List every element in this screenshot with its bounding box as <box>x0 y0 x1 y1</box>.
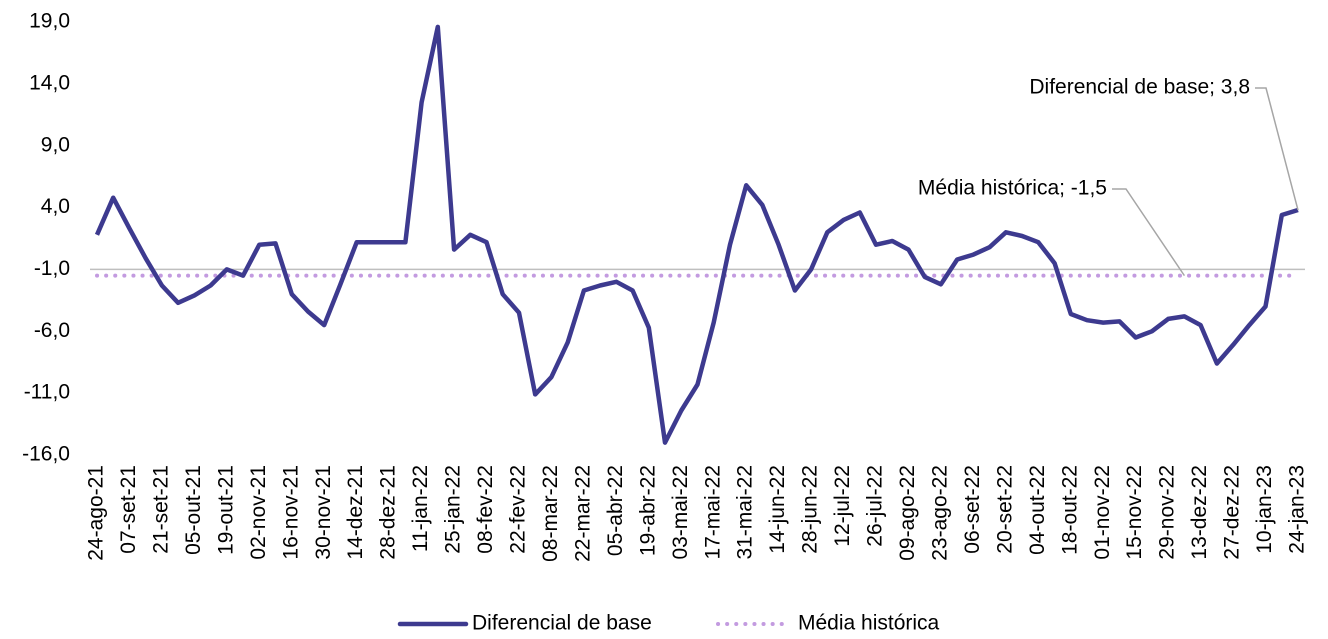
x-tick-label: 24-jan-23 <box>1286 465 1309 554</box>
x-tick-label: 29-nov-22 <box>1156 465 1179 560</box>
x-tick-label: 20-set-22 <box>993 465 1016 554</box>
annotation: Média histórica; -1,5 <box>918 177 1107 200</box>
x-tick-label: 28-dez-21 <box>377 465 400 560</box>
x-tick-label: 26-jul-22 <box>864 465 887 547</box>
x-tick-label: 18-out-22 <box>1058 465 1081 555</box>
x-tick-label: 24-ago-21 <box>85 465 108 561</box>
x-tick-label: 05-abr-22 <box>604 465 627 556</box>
y-tick-label: 9,0 <box>41 133 70 156</box>
x-tick-label: 17-mai-22 <box>701 465 724 560</box>
x-tick-label: 10-jan-23 <box>1253 465 1276 554</box>
x-tick-label: 08-mar-22 <box>539 465 562 562</box>
x-tick-label: 22-mar-22 <box>571 465 594 562</box>
legend-label: Média histórica <box>798 612 940 635</box>
x-tick-label: 19-out-21 <box>214 465 237 555</box>
x-tick-label: 22-fev-22 <box>507 465 530 554</box>
x-tick-label: 14-dez-21 <box>344 465 367 560</box>
y-tick-label: -16,0 <box>22 443 70 466</box>
y-tick-label: 4,0 <box>41 195 70 218</box>
x-tick-label: 02-nov-21 <box>247 465 270 560</box>
y-tick-label: 14,0 <box>29 71 70 94</box>
x-tick-label: 16-nov-21 <box>279 465 302 560</box>
leader-line <box>1255 87 1299 211</box>
x-tick-label: 21-set-21 <box>149 465 172 554</box>
x-tick-label: 04-out-22 <box>1026 465 1049 555</box>
x-tick-label: 05-out-21 <box>182 465 205 555</box>
x-tick-label: 19-abr-22 <box>636 465 659 556</box>
leader-line <box>1112 188 1186 277</box>
annotation: Diferencial de base; 3,8 <box>1029 76 1250 99</box>
x-tick-label: 23-ago-22 <box>928 465 951 561</box>
x-tick-label: 27-dez-22 <box>1221 465 1244 560</box>
x-tick-label: 25-jan-22 <box>442 465 465 554</box>
x-tick-label: 09-ago-22 <box>896 465 919 561</box>
y-tick-label: -11,0 <box>24 381 70 404</box>
x-tick-label: 01-nov-22 <box>1091 465 1114 560</box>
x-tick-label: 13-dez-22 <box>1188 465 1211 560</box>
x-tick-label: 06-set-22 <box>961 465 984 554</box>
y-tick-label: -6,0 <box>34 319 70 342</box>
y-tick-label: -1,0 <box>34 257 70 280</box>
legend-label: Diferencial de base <box>472 612 652 635</box>
x-tick-label: 08-fev-22 <box>474 465 497 554</box>
x-tick-label: 07-set-21 <box>117 465 140 554</box>
x-tick-label: 30-nov-21 <box>312 465 335 560</box>
x-tick-label: 31-mai-22 <box>734 465 757 560</box>
series-line <box>94 24 1299 445</box>
y-tick-label: 19,0 <box>29 10 70 33</box>
x-tick-label: 28-jun-22 <box>799 465 822 554</box>
x-tick-label: 14-jun-22 <box>766 465 789 554</box>
x-tick-label: 12-jul-22 <box>831 465 854 547</box>
x-tick-label: 03-mai-22 <box>669 465 692 560</box>
x-tick-label: 11-jan-22 <box>409 465 432 552</box>
x-tick-label: 15-nov-22 <box>1123 465 1146 560</box>
